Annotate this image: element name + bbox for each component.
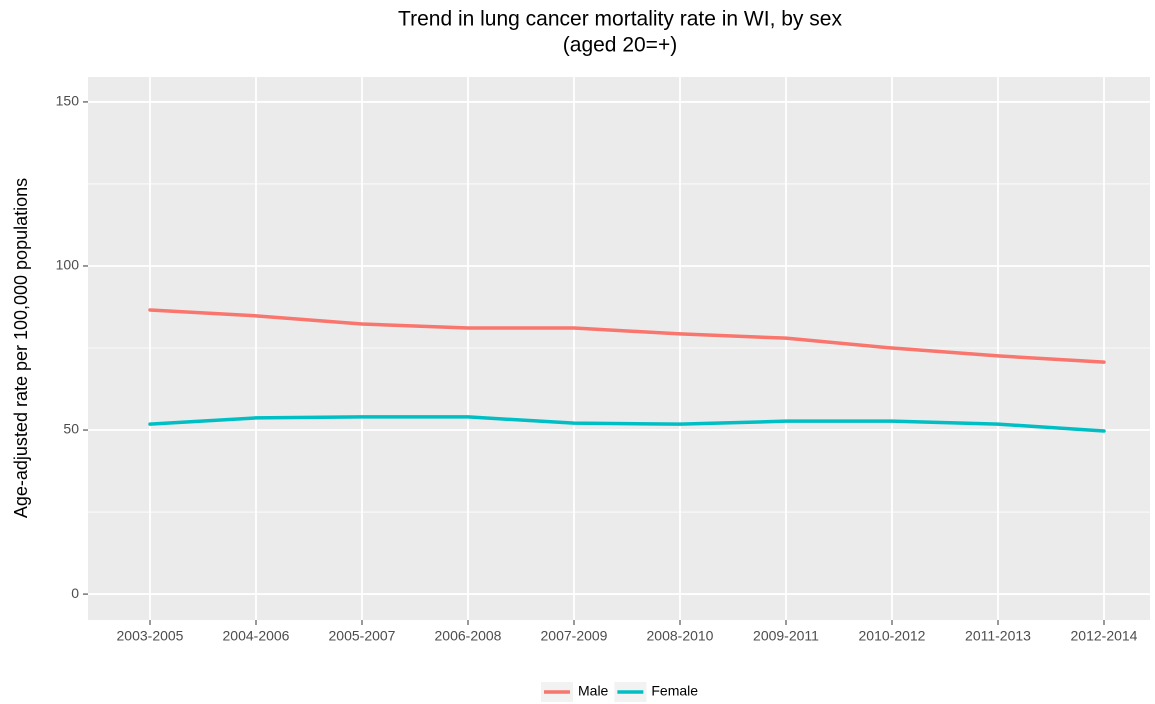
x-tick-label: 2007-2009	[541, 628, 608, 644]
legend-label: Male	[578, 683, 609, 699]
y-tick-label: 0	[71, 585, 79, 601]
x-tick-label: 2010-2012	[859, 628, 926, 644]
x-tick-label: 2008-2010	[647, 628, 714, 644]
y-tick-label: 150	[56, 93, 80, 109]
line	[148, 415, 1106, 433]
chart-title: Trend in lung cancer mortality rate in W…	[398, 8, 842, 31]
x-tick-label: 2009-2011	[753, 628, 819, 644]
panel	[88, 77, 1150, 620]
x-tick-label: 2004-2006	[223, 628, 290, 644]
x-tick-label: 2012-2014	[1071, 628, 1138, 644]
x-tick-label: 2005-2007	[329, 628, 396, 644]
y-axis-title: Age-adjusted rate per 100,000 population…	[11, 178, 31, 518]
marks	[148, 308, 1106, 433]
x-tick-label: 2011-2013	[965, 628, 1031, 644]
legend-label: Female	[651, 683, 698, 699]
chart-subtitle: (aged 20=+)	[563, 34, 677, 57]
grid	[88, 77, 1150, 620]
line	[148, 308, 1106, 364]
y-tick-label: 50	[63, 421, 79, 437]
y-tick-label: 100	[56, 257, 80, 273]
x-tick-label: 2003-2005	[117, 628, 184, 644]
x-tick-label: 2006-2008	[435, 628, 502, 644]
